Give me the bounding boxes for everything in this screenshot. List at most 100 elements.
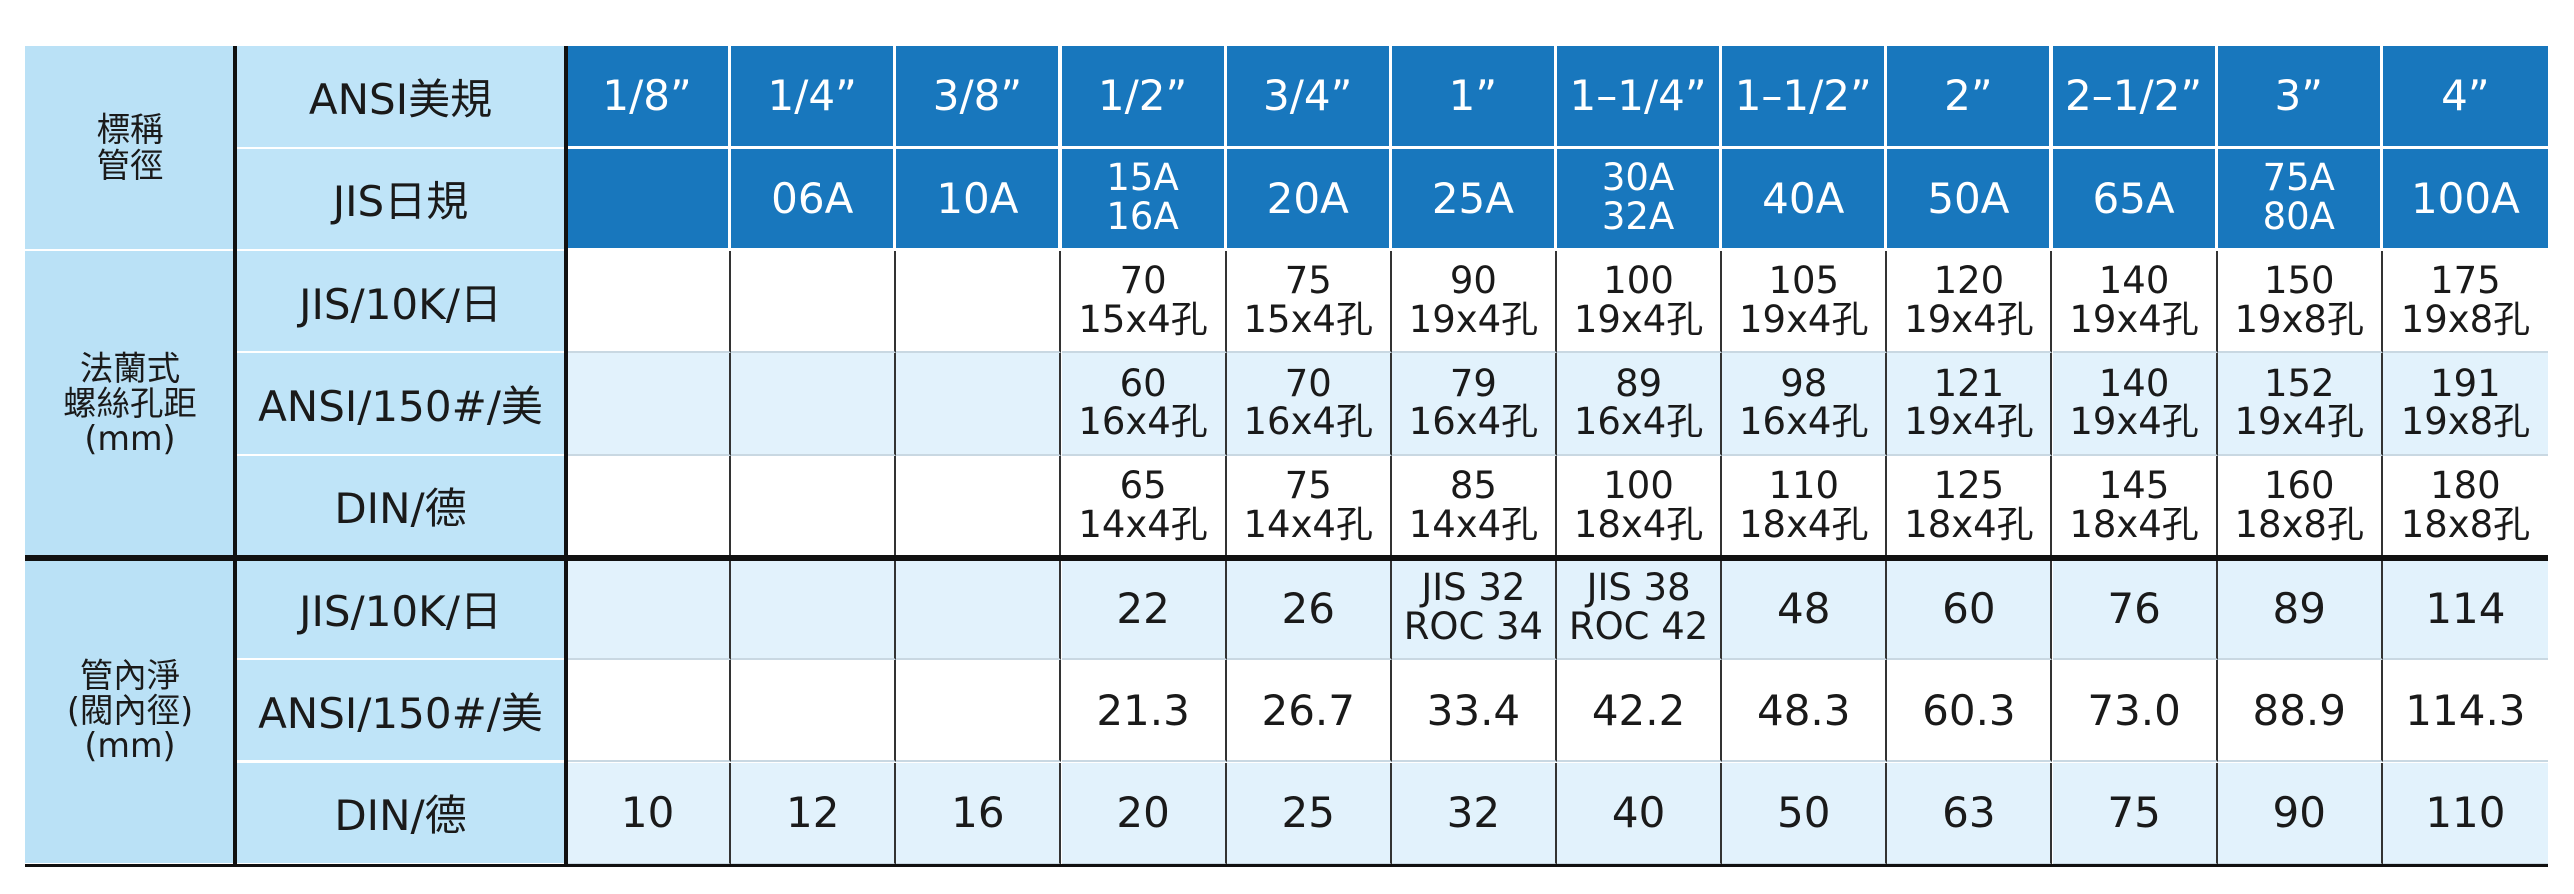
table-cell: 73.0: [2052, 660, 2218, 763]
cell-line: 90: [1449, 259, 1497, 303]
table-cell: 70 16x4孔: [1226, 353, 1392, 456]
cell-line: 16A: [1106, 195, 1179, 239]
cell-line: 14x4孔: [1078, 502, 1208, 546]
table-cell: JIS 38 ROC 42: [1557, 557, 1723, 661]
table-cell: 140 19x4孔: [2052, 251, 2218, 354]
table-cell: 110 18x4孔: [1722, 455, 1888, 558]
table-cell: [731, 557, 897, 661]
cell-line: 16x4孔: [1739, 400, 1869, 444]
cell-line: 19x4孔: [2234, 400, 2364, 444]
row-label: ANSI/150#/美: [235, 353, 566, 456]
cell-line: 85: [1449, 463, 1497, 507]
cell-line: 19x4孔: [1904, 400, 2034, 444]
cell-line: 19x4孔: [1573, 298, 1704, 342]
table-cell: 06A: [731, 148, 897, 251]
cell-line: 75A: [2262, 156, 2335, 200]
table-cell: 100A: [2382, 148, 2548, 251]
cell-line: 19x4孔: [2069, 400, 2199, 444]
cell-line: 140: [2098, 361, 2170, 405]
table-cell: 26: [1226, 557, 1392, 661]
cell-line: 管徑: [96, 145, 164, 185]
table-cell: [566, 660, 732, 763]
cell-line: 140: [2098, 259, 2170, 303]
row-label: DIN/德: [235, 762, 566, 865]
table-cell: 60.3: [1887, 660, 2053, 763]
table-cell: 98 16x4孔: [1722, 353, 1888, 456]
table-cell: 10A: [896, 148, 1062, 251]
table-cell: 85 14x4孔: [1391, 455, 1557, 558]
cell-line: 19x4孔: [1739, 298, 1869, 342]
cell-line: 75: [1284, 463, 1332, 507]
cell-line: 19x8孔: [2234, 298, 2364, 342]
table-cell: [896, 251, 1062, 354]
table-cell: 1/8”: [566, 46, 732, 149]
cell-line: 18x4孔: [1739, 502, 1869, 546]
table-cell: [896, 557, 1062, 661]
table-cell: [566, 251, 732, 354]
cell-line: 191: [2430, 361, 2501, 405]
table-cell: 60: [1887, 557, 2053, 661]
table-cell: 42.2: [1557, 660, 1723, 763]
table-cell: 22: [1061, 557, 1227, 661]
table-cell: 12: [731, 762, 897, 865]
table-cell: 60 16x4孔: [1061, 353, 1227, 456]
table-cell: 175 19x8孔: [2382, 251, 2548, 354]
cell-line: 管內淨: [79, 655, 181, 695]
cell-line: 70: [1284, 361, 1332, 405]
table-cell: 2”: [1887, 46, 2053, 149]
cell-line: 18x8孔: [2234, 502, 2364, 546]
table-cell: 4”: [2382, 46, 2548, 149]
table-cell: [731, 660, 897, 763]
table-cell: 145 18x4孔: [2052, 455, 2218, 558]
table-cell: [566, 455, 732, 558]
table-cell: 114.3: [2382, 660, 2548, 763]
table-cell: 88.9: [2217, 660, 2383, 763]
cell-line: 19x8孔: [2400, 298, 2531, 342]
cell-line: JIS 38: [1586, 566, 1691, 610]
table-cell: 3/8”: [896, 46, 1062, 149]
table-cell: 21.3: [1061, 660, 1227, 763]
table-cell: 40: [1557, 762, 1723, 865]
table-cell: 90: [2217, 762, 2383, 865]
cell-line: 150: [2263, 259, 2335, 303]
cell-line: 65: [1119, 463, 1167, 507]
table-cell: 75A 80A: [2217, 148, 2383, 251]
cell-line: 法蘭式: [79, 348, 181, 388]
table-cell: 100 18x4孔: [1557, 455, 1723, 558]
table-cell: 65 14x4孔: [1061, 455, 1227, 558]
table-cell: [731, 455, 897, 558]
cell-line: 標稱: [96, 110, 164, 150]
cell-line: 125: [1933, 463, 2005, 507]
table-cell: 50: [1722, 762, 1888, 865]
table-cell: 89: [2217, 557, 2383, 661]
table-cell: 48.3: [1722, 660, 1888, 763]
cell-line: 180: [2430, 463, 2501, 507]
table-cell: 110: [2382, 762, 2548, 865]
cell-line: 70: [1119, 259, 1167, 303]
table-cell: 79 16x4孔: [1391, 353, 1557, 456]
table-cell: [566, 148, 732, 251]
table-cell: 89 16x4孔: [1557, 353, 1723, 456]
cell-line: 145: [2098, 463, 2170, 507]
cell-line: 16x4孔: [1408, 400, 1539, 444]
cell-line: 螺絲孔距: [63, 383, 197, 423]
cell-line: 19x4孔: [2069, 298, 2199, 342]
table-cell: 48: [1722, 557, 1888, 661]
cell-line: (mm): [84, 419, 176, 458]
cell-line: 32A: [1601, 195, 1675, 239]
table-cell: 120 19x4孔: [1887, 251, 2053, 354]
table-cell: 1–1/2”: [1722, 46, 1888, 149]
table-cell: 30A 32A: [1557, 148, 1723, 251]
table-cell: 3/4”: [1226, 46, 1392, 149]
table-cell: 1/4”: [731, 46, 897, 149]
divider-vertical: [564, 46, 568, 865]
table-cell: 152 19x4孔: [2217, 353, 2383, 456]
table-cell: 160 18x8孔: [2217, 455, 2383, 558]
table-cell: 125 18x4孔: [1887, 455, 2053, 558]
table-cell: 121 19x4孔: [1887, 353, 2053, 456]
row-label: JIS/10K/日: [235, 557, 566, 661]
cell-line: 16x4孔: [1573, 400, 1704, 444]
cell-line: 75: [1284, 259, 1332, 303]
cell-line: 19x4孔: [1408, 298, 1539, 342]
